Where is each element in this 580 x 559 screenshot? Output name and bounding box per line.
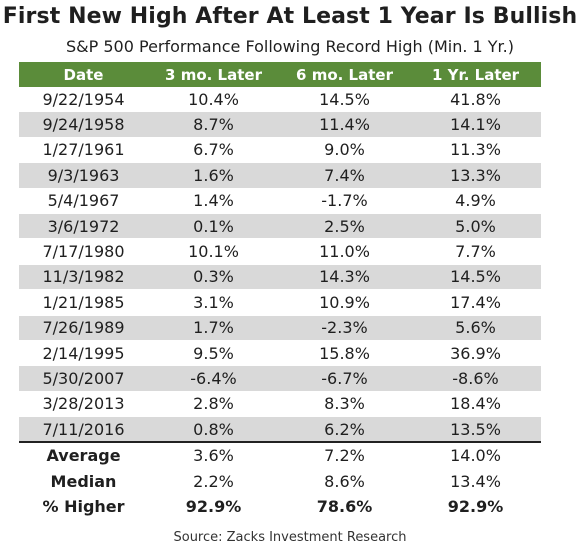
cell-1yr: 36.9% [410, 340, 541, 367]
cell-3mo: 0.3% [148, 264, 279, 291]
cell-date: 9/22/1954 [19, 87, 148, 113]
cell-6mo: 6.2% [279, 416, 410, 443]
cell-date: 1/27/1961 [19, 137, 148, 164]
cell-1yr: -8.6% [410, 365, 541, 392]
header-row: Date 3 mo. Later 6 mo. Later 1 Yr. Later [19, 62, 541, 87]
table-row: 7/11/2016 0.8% 6.2% 13.5% [19, 416, 541, 443]
cell-1yr: 13.5% [410, 416, 541, 443]
summary-3mo: 2.2% [148, 468, 279, 495]
cell-1yr: 7.7% [410, 238, 541, 265]
header-3mo: 3 mo. Later [148, 62, 279, 87]
summary-1yr: 13.4% [410, 468, 541, 495]
cell-1yr: 13.3% [410, 162, 541, 189]
header-6mo: 6 mo. Later [279, 62, 410, 87]
table-row: 9/24/1958 8.7% 11.4% 14.1% [19, 111, 541, 138]
cell-date: 11/3/1982 [19, 264, 148, 291]
summary-row: % Higher 92.9% 78.6% 92.9% [19, 493, 541, 520]
summary-6mo: 8.6% [279, 468, 410, 495]
cell-6mo: 15.8% [279, 340, 410, 367]
cell-date: 5/30/2007 [19, 365, 148, 392]
cell-1yr: 5.0% [410, 213, 541, 240]
header-1yr: 1 Yr. Later [410, 62, 541, 87]
summary-row: Median 2.2% 8.6% 13.4% [19, 468, 541, 495]
table-row: 1/27/1961 6.7% 9.0% 11.3% [19, 137, 541, 164]
summary-6mo: 7.2% [279, 441, 410, 469]
cell-1yr: 14.5% [410, 264, 541, 291]
cell-date: 9/3/1963 [19, 162, 148, 189]
table-row: 5/4/1967 1.4% -1.7% 4.9% [19, 188, 541, 214]
cell-date: 3/28/2013 [19, 391, 148, 418]
cell-6mo: 14.5% [279, 87, 410, 113]
summary-label: % Higher [19, 493, 148, 520]
cell-3mo: 10.4% [148, 87, 279, 113]
table-title: First New High After At Least 1 Year Is … [2, 4, 578, 29]
cell-date: 3/6/1972 [19, 213, 148, 240]
cell-3mo: 8.7% [148, 111, 279, 138]
cell-3mo: 0.1% [148, 213, 279, 240]
summary-row: Average 3.6% 7.2% 14.0% [19, 441, 541, 469]
cell-1yr: 14.1% [410, 111, 541, 138]
cell-1yr: 18.4% [410, 391, 541, 418]
cell-1yr: 4.9% [410, 188, 541, 214]
table-row: 11/3/1982 0.3% 14.3% 14.5% [19, 264, 541, 291]
cell-1yr: 17.4% [410, 289, 541, 316]
table-row: 7/26/1989 1.7% -2.3% 5.6% [19, 315, 541, 341]
cell-3mo: 0.8% [148, 416, 279, 443]
summary-1yr: 92.9% [410, 493, 541, 520]
table-row: 9/3/1963 1.6% 7.4% 13.3% [19, 162, 541, 189]
cell-6mo: 9.0% [279, 137, 410, 164]
cell-6mo: 14.3% [279, 264, 410, 291]
cell-6mo: 10.9% [279, 289, 410, 316]
cell-date: 7/11/2016 [19, 416, 148, 443]
summary-6mo: 78.6% [279, 493, 410, 520]
cell-3mo: 6.7% [148, 137, 279, 164]
cell-date: 5/4/1967 [19, 188, 148, 214]
cell-6mo: -2.3% [279, 315, 410, 341]
cell-date: 9/24/1958 [19, 111, 148, 138]
cell-6mo: -1.7% [279, 188, 410, 214]
cell-3mo: 2.8% [148, 391, 279, 418]
cell-date: 7/26/1989 [19, 315, 148, 341]
cell-3mo: 10.1% [148, 238, 279, 265]
source-note: Source: Zacks Investment Research [173, 530, 407, 545]
cell-date: 7/17/1980 [19, 238, 148, 265]
cell-6mo: 11.0% [279, 238, 410, 265]
cell-date: 2/14/1995 [19, 340, 148, 367]
header-date: Date [19, 62, 148, 87]
cell-3mo: -6.4% [148, 365, 279, 392]
table-row: 7/17/1980 10.1% 11.0% 7.7% [19, 238, 541, 265]
table-row: 3/6/1972 0.1% 2.5% 5.0% [19, 213, 541, 240]
cell-6mo: 8.3% [279, 391, 410, 418]
cell-3mo: 1.7% [148, 315, 279, 341]
cell-1yr: 11.3% [410, 137, 541, 164]
cell-6mo: 7.4% [279, 162, 410, 189]
cell-1yr: 41.8% [410, 87, 541, 113]
summary-3mo: 3.6% [148, 441, 279, 469]
table-body: 9/22/1954 10.4% 14.5% 41.8% 9/24/1958 8.7% 11.… [19, 87, 541, 520]
cell-3mo: 1.6% [148, 162, 279, 189]
cell-6mo: 2.5% [279, 213, 410, 240]
cell-1yr: 5.6% [410, 315, 541, 341]
cell-3mo: 9.5% [148, 340, 279, 367]
table-row: 5/30/2007 -6.4% -6.7% -8.6% [19, 365, 541, 392]
table-subtitle: S&P 500 Performance Following Record Hig… [66, 37, 514, 56]
summary-label: Average [19, 441, 148, 469]
summary-label: Median [19, 468, 148, 495]
cell-3mo: 3.1% [148, 289, 279, 316]
cell-date: 1/21/1985 [19, 289, 148, 316]
table-row: 2/14/1995 9.5% 15.8% 36.9% [19, 340, 541, 367]
table-row: 3/28/2013 2.8% 8.3% 18.4% [19, 391, 541, 418]
cell-3mo: 1.4% [148, 188, 279, 214]
cell-6mo: 11.4% [279, 111, 410, 138]
cell-6mo: -6.7% [279, 365, 410, 392]
table-row: 9/22/1954 10.4% 14.5% 41.8% [19, 87, 541, 113]
table-row: 1/21/1985 3.1% 10.9% 17.4% [19, 289, 541, 316]
summary-3mo: 92.9% [148, 493, 279, 520]
performance-table: Date 3 mo. Later 6 mo. Later 1 Yr. Later… [19, 62, 541, 520]
summary-1yr: 14.0% [410, 441, 541, 469]
